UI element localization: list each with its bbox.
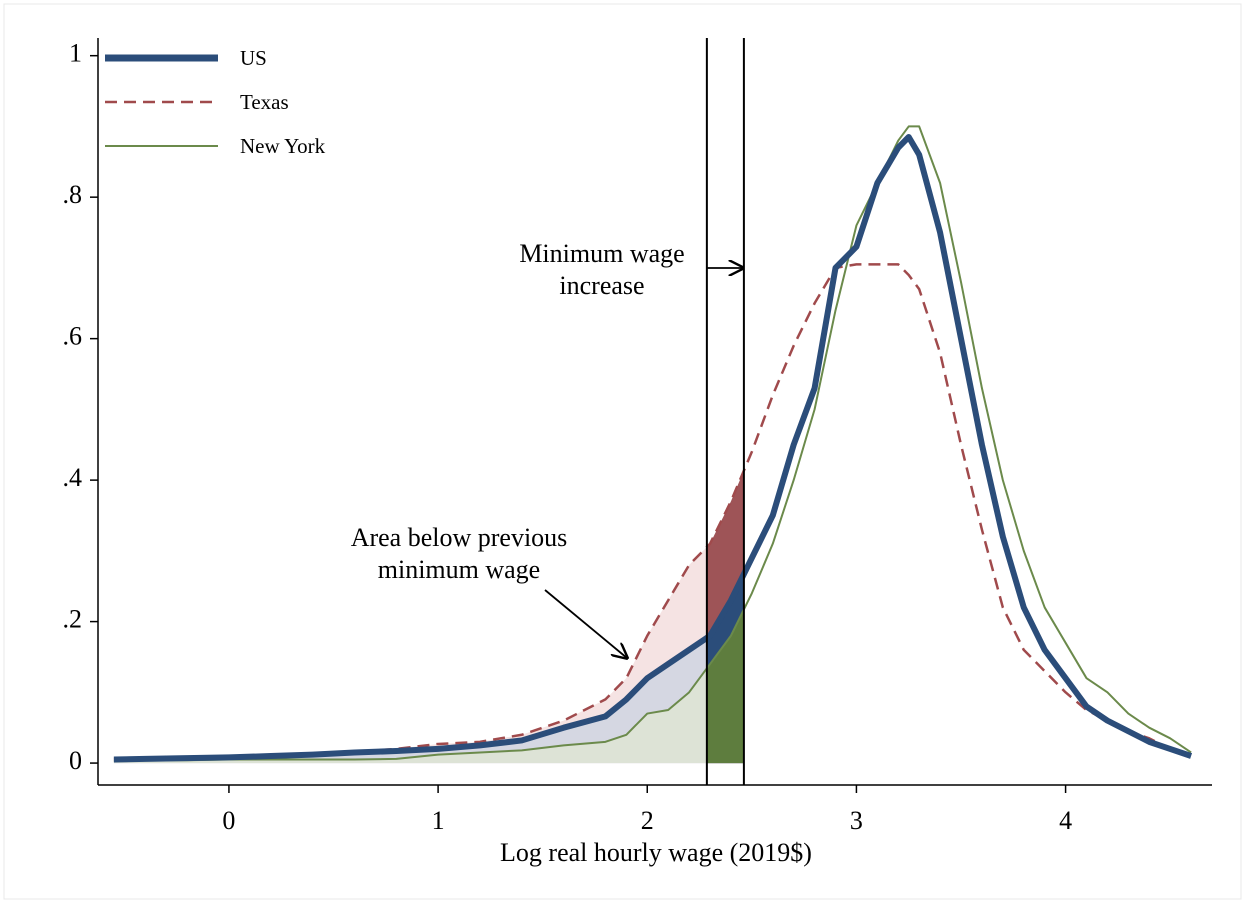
legend-label: Texas <box>240 90 289 114</box>
y-tick-label: .2 <box>63 605 83 634</box>
x-tick-label: 2 <box>641 806 654 835</box>
annotation: increase <box>559 271 644 300</box>
area-below <box>113 668 707 764</box>
x-tick-label: 3 <box>850 806 863 835</box>
x-tick-label: 1 <box>432 806 445 835</box>
annotation: Area below previous <box>351 523 568 552</box>
y-tick-label: 1 <box>69 39 82 68</box>
legend-label: New York <box>240 134 326 158</box>
x-axis-label: Log real hourly wage (2019$) <box>500 838 812 867</box>
y-tick-label: .4 <box>63 463 83 492</box>
series-line <box>113 125 1192 762</box>
frame <box>3 3 1242 900</box>
y-tick-label: .6 <box>63 322 83 351</box>
y-tick-label: .8 <box>63 180 83 209</box>
x-tick-label: 4 <box>1059 806 1072 835</box>
legend-label: US <box>240 46 267 70</box>
area-increase <box>706 609 744 764</box>
series-line <box>113 134 1193 763</box>
annotation: Minimum wage <box>519 239 684 268</box>
x-tick-label: 0 <box>222 806 235 835</box>
arrow <box>544 589 627 658</box>
annotation: minimum wage <box>378 555 540 584</box>
y-tick-label: 0 <box>69 746 82 775</box>
